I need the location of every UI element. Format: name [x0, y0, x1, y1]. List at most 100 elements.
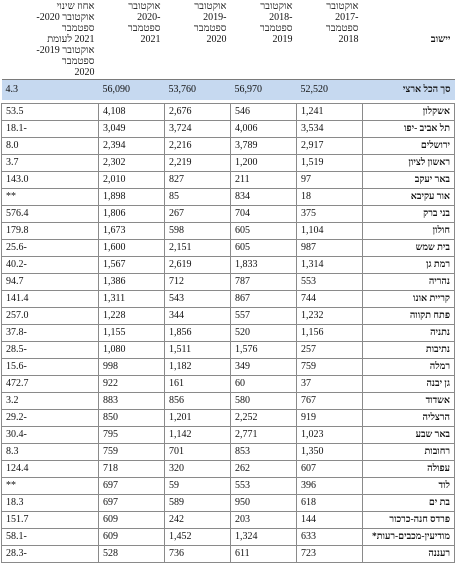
value-cell: 1,898 — [98, 188, 165, 206]
value-cell: 1,350 — [296, 443, 363, 461]
table-body: סך הכל ארצי 52,520 56,970 53,760 56,090 4.3 אש… — [1, 79, 455, 563]
header-row: יישוב אוקטובר -2017 ספטמבר 2018 אוקטובר -2… — [1, 0, 455, 80]
value-cell: 867 — [230, 290, 297, 308]
locality-cell: לוד — [362, 477, 455, 495]
value-cell: 257 — [296, 341, 363, 359]
locality-cell: נהריה — [362, 273, 455, 291]
value-cell: 605 — [230, 239, 297, 257]
value-cell: 633 — [296, 528, 363, 546]
value-cell: 3.2 — [1, 392, 99, 410]
value-cell: ** — [1, 477, 99, 495]
locality-cell: בית שמש — [362, 239, 455, 257]
locality-cell: בת ים — [362, 494, 455, 512]
value-cell: 2,216 — [164, 137, 231, 155]
table-row: הרצליה 919 2,252 1,201 850 29.2- — [1, 409, 455, 427]
locality-cell: ראשון לציון — [362, 154, 455, 172]
locality-cell: הרצליה — [362, 409, 455, 427]
value-cell: 375 — [296, 205, 363, 223]
column-header: אוקטובר -2020 ספטמבר 2021 — [98, 0, 165, 80]
value-cell: 4.3 — [1, 79, 99, 100]
value-cell: 2,151 — [164, 239, 231, 257]
value-cell: 2,771 — [230, 426, 297, 444]
value-cell: 2,394 — [98, 137, 165, 155]
table-row: לוד 396 553 59 697 ** — [1, 477, 455, 495]
value-cell: 589 — [164, 494, 231, 512]
value-cell: 883 — [98, 392, 165, 410]
value-cell: 1,241 — [296, 103, 363, 121]
table-row: באר שבע 1,023 2,771 1,142 795 30.4- — [1, 426, 455, 444]
value-cell: 30.4- — [1, 426, 99, 444]
table-row: נתיבות 257 1,576 1,511 1,080 28.5- — [1, 341, 455, 359]
value-cell: 987 — [296, 239, 363, 257]
table-row: אשקלון 1,241 546 2,676 4,108 53.5 — [1, 103, 455, 121]
value-cell: 53.5 — [1, 103, 99, 121]
value-cell: 701 — [164, 443, 231, 461]
value-cell: 58.1- — [1, 528, 99, 546]
table-row: תל אביב -יפו 3,534 4,006 3,724 3,049 18.1- — [1, 120, 455, 138]
value-cell: 1,201 — [164, 409, 231, 427]
locality-cell: בני ברק — [362, 205, 455, 223]
value-cell: 344 — [164, 307, 231, 325]
locality-cell: תל אביב -יפו — [362, 120, 455, 138]
table-row: ראשון לציון 1,519 1,200 2,219 2,302 3.7 — [1, 154, 455, 172]
value-cell: 598 — [164, 222, 231, 240]
value-cell: 3.7 — [1, 154, 99, 172]
value-cell: 1,386 — [98, 273, 165, 291]
value-cell: 2,010 — [98, 171, 165, 189]
locality-cell: רמלה — [362, 358, 455, 376]
table-row: פתח תקווה 1,232 557 344 1,228 257.0 — [1, 307, 455, 325]
value-cell: 1,228 — [98, 307, 165, 325]
value-cell: 553 — [296, 273, 363, 291]
value-cell: 1,600 — [98, 239, 165, 257]
column-header: אוקטובר -2019 ספטמבר 2020 — [164, 0, 231, 80]
locality-cell: פתח תקווה — [362, 307, 455, 325]
value-cell: 2,302 — [98, 154, 165, 172]
value-cell: 15.6- — [1, 358, 99, 376]
value-cell: 998 — [98, 358, 165, 376]
table-row: בני ברק 375 704 267 1,806 576.4 — [1, 205, 455, 223]
value-cell: 767 — [296, 392, 363, 410]
value-cell: 1,155 — [98, 324, 165, 342]
locality-cell: אור עקיבא — [362, 188, 455, 206]
value-cell: 1,567 — [98, 256, 165, 274]
value-cell: 29.2- — [1, 409, 99, 427]
table-row: עפולה 607 262 320 718 124.4 — [1, 460, 455, 478]
value-cell: 1,856 — [164, 324, 231, 342]
value-cell: 28.5- — [1, 341, 99, 359]
value-cell: 1,142 — [164, 426, 231, 444]
value-cell: 528 — [98, 545, 165, 563]
value-cell: 257.0 — [1, 307, 99, 325]
value-cell: 28.3- — [1, 545, 99, 563]
value-cell: 3,049 — [98, 120, 165, 138]
column-header: אוקטובר -2017 ספטמבר 2018 — [296, 0, 363, 80]
value-cell: 18.1- — [1, 120, 99, 138]
value-cell: 697 — [98, 477, 165, 495]
value-cell: 2,917 — [296, 137, 363, 155]
value-cell: 853 — [230, 443, 297, 461]
value-cell: 349 — [230, 358, 297, 376]
value-cell: 151.7 — [1, 511, 99, 529]
value-cell: 520 — [230, 324, 297, 342]
table-row: חולון 1,104 605 598 1,673 179.8 — [1, 222, 455, 240]
total-row: סך הכל ארצי 52,520 56,970 53,760 56,090 4.3 — [1, 79, 455, 100]
value-cell: 37.8- — [1, 324, 99, 342]
value-cell: 1,806 — [98, 205, 165, 223]
value-cell: 1,023 — [296, 426, 363, 444]
value-cell: 759 — [296, 358, 363, 376]
value-cell: 2,676 — [164, 103, 231, 121]
value-cell: 1,080 — [98, 341, 165, 359]
table-row: באר יעקב 97 211 827 2,010 143.0 — [1, 171, 455, 189]
value-cell: 609 — [98, 528, 165, 546]
value-cell: 161 — [164, 375, 231, 393]
value-cell: 1,156 — [296, 324, 363, 342]
value-cell: 1,673 — [98, 222, 165, 240]
value-cell: 203 — [230, 511, 297, 529]
value-cell: 919 — [296, 409, 363, 427]
value-cell: 736 — [164, 545, 231, 563]
value-cell: 124.4 — [1, 460, 99, 478]
value-cell: 40.2- — [1, 256, 99, 274]
locality-cell: רעננה — [362, 545, 455, 563]
table-row: גן יבנה 37 60 161 922 472.7 — [1, 375, 455, 393]
